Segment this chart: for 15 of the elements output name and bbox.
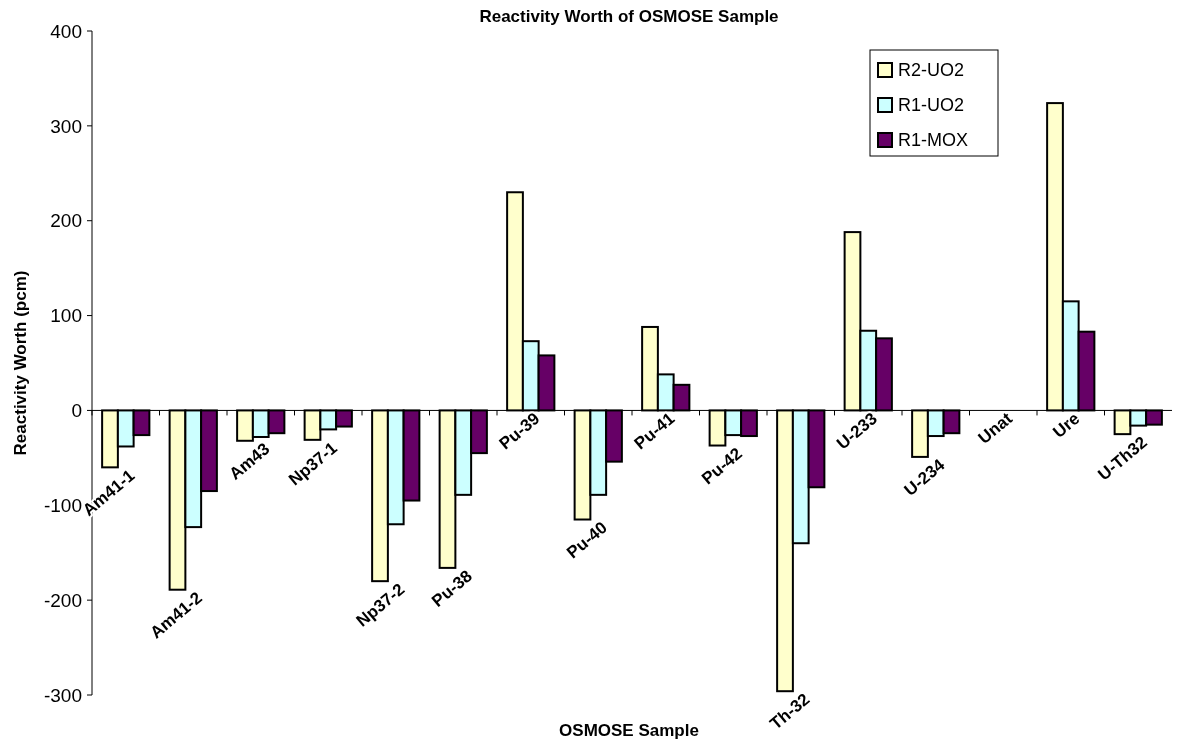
y-tick-label: 100 [50, 305, 82, 327]
x-axis-title: OSMOSE Sample [559, 721, 699, 740]
y-tick-label: -200 [43, 589, 82, 611]
legend-label: R1-MOX [898, 130, 969, 151]
legend-label: R1-UO2 [898, 95, 965, 116]
x-tick-label: Ure [1049, 408, 1084, 442]
y-tick-label: -100 [43, 494, 82, 516]
y-tick-label: 300 [50, 115, 82, 137]
legend-label: R2-UO2 [898, 60, 965, 81]
y-tick-label: -300 [43, 684, 82, 706]
y-axis-title: Reactivity Worth (pcm) [11, 270, 30, 456]
y-tick-label: 0 [71, 400, 82, 422]
y-tick-label: 200 [50, 210, 82, 232]
chart-title: Reactivity Worth of OSMOSE Sample [479, 7, 779, 26]
y-tick-label: 400 [50, 20, 82, 42]
